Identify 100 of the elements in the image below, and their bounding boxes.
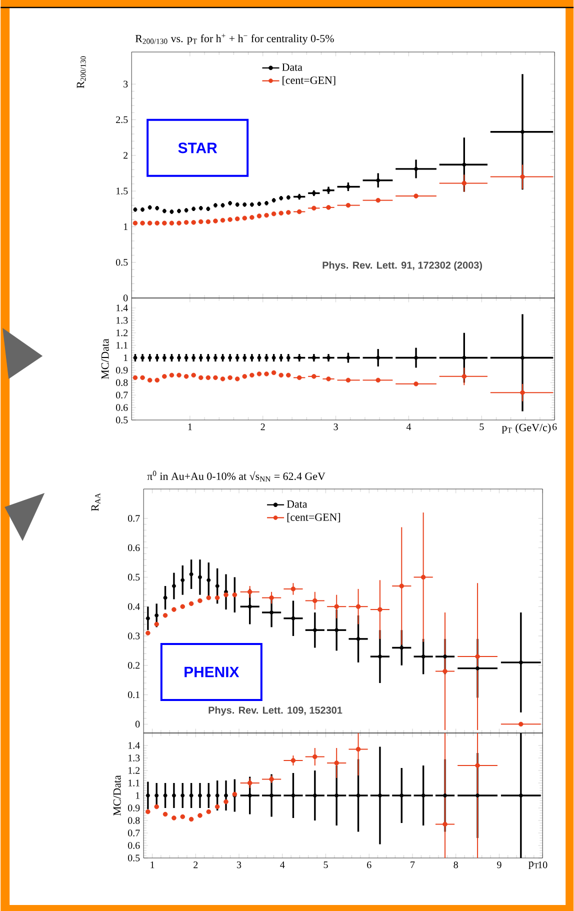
point bbox=[520, 130, 524, 134]
x-tick-label: 6 bbox=[366, 862, 372, 868]
x-tick-label: 1 bbox=[150, 862, 154, 868]
point bbox=[400, 646, 404, 650]
point bbox=[291, 616, 296, 620]
point bbox=[442, 794, 447, 798]
point bbox=[475, 794, 480, 798]
point bbox=[334, 604, 339, 609]
y-tick-label: 1.1 bbox=[116, 342, 128, 349]
y-tick-label: 0.9 bbox=[116, 366, 128, 374]
point bbox=[312, 754, 318, 760]
point bbox=[376, 356, 380, 360]
y-tick-label: 0.6 bbox=[128, 842, 140, 849]
x-tick-label: 10 bbox=[538, 862, 548, 868]
x-tick-label: 8 bbox=[454, 862, 458, 868]
annotation: STAR bbox=[178, 142, 217, 154]
x-tick-label: 2 bbox=[193, 862, 198, 868]
y-tick-label: 1.4 bbox=[116, 304, 128, 312]
y-tick-label: 0.9 bbox=[128, 804, 140, 812]
point bbox=[399, 584, 404, 588]
point bbox=[518, 660, 523, 664]
y-axis-title: MC/Data bbox=[113, 775, 121, 816]
point bbox=[442, 822, 448, 827]
y-tick-label: 0.6 bbox=[116, 404, 128, 411]
legend-label: Data bbox=[282, 64, 302, 71]
point bbox=[520, 390, 525, 395]
x-tick-label: 2 bbox=[260, 424, 265, 430]
point bbox=[520, 174, 525, 180]
y-tick-label: 1.2 bbox=[128, 767, 140, 774]
point bbox=[520, 356, 524, 360]
y-axis-title: R$_{200/130}$ bbox=[76, 56, 86, 88]
y-tick-label: 0.5 bbox=[128, 854, 140, 862]
point bbox=[248, 794, 252, 798]
x-axis-title: p$_{T}$ bbox=[528, 862, 538, 870]
point bbox=[312, 628, 317, 632]
y-axis-title: R$_{AA}$ bbox=[91, 493, 100, 512]
y-tick-label: 0 bbox=[135, 720, 140, 728]
point bbox=[334, 628, 338, 632]
x-tick-label: 3 bbox=[236, 862, 242, 868]
legend-label: [cent=GEN] bbox=[287, 513, 340, 522]
point bbox=[475, 654, 480, 659]
y-tick-label: 0.7 bbox=[128, 515, 140, 522]
point bbox=[378, 794, 382, 798]
point bbox=[334, 760, 339, 766]
x-tick-label: 7 bbox=[410, 862, 415, 868]
y-tick-label: 1.5 bbox=[116, 188, 128, 194]
point bbox=[291, 794, 296, 798]
x-axis-title: p$_{T}$ (GeV/c) bbox=[502, 424, 550, 434]
point bbox=[290, 586, 296, 592]
point bbox=[247, 589, 252, 594]
y-tick-label: 1 bbox=[124, 223, 128, 230]
point bbox=[269, 610, 274, 614]
x-tick-label: 4 bbox=[406, 424, 411, 430]
point bbox=[312, 598, 318, 604]
point bbox=[462, 180, 466, 186]
annotation: Phys. Rev. Lett. 109, 152301 bbox=[208, 706, 342, 716]
point bbox=[442, 668, 448, 674]
y-tick-label: 0.4 bbox=[128, 603, 140, 610]
y-tick-label: 0.3 bbox=[128, 632, 140, 640]
chart-title: π$^{0}$ in Au+Au 0-10% at √s$_{NN}$ = 62.4 GeV bbox=[147, 470, 326, 482]
point bbox=[462, 374, 466, 379]
x-tick-label: 5 bbox=[480, 424, 484, 430]
y-tick-label: 1.3 bbox=[116, 317, 128, 324]
x-tick-label: 9 bbox=[496, 862, 502, 868]
point bbox=[421, 794, 426, 798]
legend-label: Data bbox=[286, 500, 308, 508]
point bbox=[420, 574, 426, 580]
y-tick-label: 0.1 bbox=[128, 691, 140, 698]
point bbox=[462, 162, 466, 167]
y-tick-label: 0.5 bbox=[116, 258, 128, 266]
y-axis-title: MC/Data bbox=[101, 338, 109, 380]
y-tick-label: 0.5 bbox=[116, 416, 128, 424]
annotation: Phys. Rev. Lett. 91, 172302 (2003) bbox=[322, 261, 482, 271]
point bbox=[356, 794, 360, 798]
point bbox=[269, 595, 274, 600]
y-tick-label: 1.3 bbox=[128, 754, 140, 762]
point bbox=[334, 794, 338, 798]
point bbox=[290, 758, 296, 763]
legend-label: [cent=GEN] bbox=[282, 76, 336, 86]
y-tick-label: 0.7 bbox=[116, 392, 128, 398]
point bbox=[377, 607, 382, 612]
point bbox=[475, 763, 480, 768]
x-tick-label: 4 bbox=[280, 862, 285, 868]
point bbox=[421, 654, 426, 659]
point bbox=[356, 604, 361, 609]
chart-title: R$_{200/130}$ vs. p$_{T}$ for h$^{+}$ + h$^{−}$ for centrality 0-5% bbox=[135, 34, 334, 44]
point bbox=[376, 178, 380, 182]
point bbox=[518, 794, 523, 798]
y-tick-label: 1.4 bbox=[128, 742, 140, 749]
y-tick-label: 0.6 bbox=[128, 544, 140, 552]
y-tick-label: 1 bbox=[136, 792, 140, 799]
annotation: PHENIX bbox=[184, 666, 240, 678]
x-tick-label: 1 bbox=[188, 424, 192, 430]
point bbox=[312, 794, 317, 798]
point bbox=[247, 780, 252, 786]
point bbox=[356, 636, 360, 641]
point bbox=[378, 654, 382, 659]
point bbox=[414, 356, 418, 360]
y-tick-label: 0 bbox=[123, 294, 128, 302]
y-tick-label: 0.8 bbox=[116, 379, 128, 386]
